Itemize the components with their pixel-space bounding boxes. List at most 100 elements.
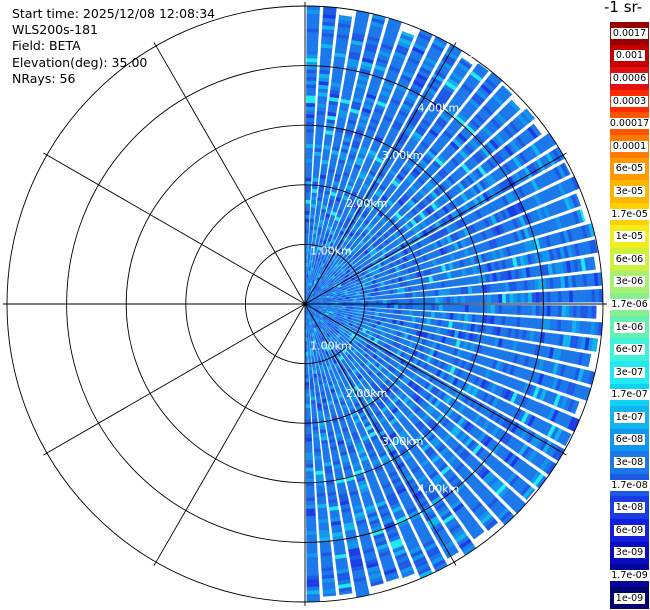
range-gate <box>382 295 387 300</box>
range-gate <box>487 294 492 304</box>
colorbar: 0.0017 0.001 0.0006 0.0003 0.00017 0.0001 6e-0… <box>607 22 650 610</box>
range-gate <box>587 305 592 319</box>
range-ring-label: 1.00km <box>310 340 352 353</box>
range-gate <box>311 196 317 201</box>
range-gate <box>306 13 320 18</box>
range-gate <box>305 463 314 469</box>
range-gate <box>453 287 458 295</box>
range-gate <box>345 306 350 309</box>
range-gate <box>449 312 454 320</box>
range-gate <box>309 233 313 238</box>
range-gate <box>546 291 551 303</box>
range-gate <box>342 304 347 307</box>
range-gate <box>461 304 466 313</box>
ray <box>304 288 604 305</box>
colorbar-level: 1.7e-06 <box>609 293 650 316</box>
range-gate <box>314 147 322 153</box>
range-gate <box>353 301 358 304</box>
range-gate <box>408 310 413 316</box>
range-gate <box>305 247 308 253</box>
range-gate <box>356 297 361 301</box>
range-gate <box>306 43 319 48</box>
ray <box>304 123 542 305</box>
range-gate <box>310 214 315 219</box>
colorbar-level-label: 0.00017 <box>607 118 650 130</box>
range-gate <box>306 553 318 558</box>
range-gate <box>394 299 399 304</box>
range-gate <box>456 287 462 295</box>
range-gate <box>306 54 318 59</box>
range-gate <box>505 293 511 303</box>
elevation-text: Elevation(deg): 35.00 <box>12 54 148 70</box>
ray <box>304 17 402 305</box>
colorbar-level-label: 1e-08 <box>613 502 646 514</box>
range-gate <box>393 288 398 294</box>
ray <box>304 223 596 305</box>
range-gate <box>305 203 311 208</box>
range-gate <box>592 239 598 254</box>
range-gate <box>438 296 443 304</box>
range-gate <box>305 199 311 204</box>
range-gate <box>408 292 413 298</box>
colorbar-level-label: 0.0006 <box>610 72 649 84</box>
colorbar-level: 0.00017 <box>607 112 650 135</box>
range-gate <box>390 309 395 314</box>
range-gate <box>583 289 589 303</box>
range-gate <box>375 300 380 304</box>
range-gate <box>576 290 581 303</box>
colorbar-level-label: 0.0017 <box>610 27 649 39</box>
range-gate <box>345 301 350 304</box>
range-gate <box>309 218 315 223</box>
range-gate <box>595 338 599 352</box>
range-ring-label: 4.00km <box>418 482 460 495</box>
range-gate <box>310 207 316 212</box>
ray <box>304 30 415 305</box>
range-gate <box>561 290 566 303</box>
range-gate <box>379 304 384 309</box>
range-gate <box>386 308 391 314</box>
range-gate <box>339 14 353 18</box>
range-gate <box>371 292 376 297</box>
range-gate <box>305 348 308 353</box>
range-gate <box>415 310 421 317</box>
range-gate <box>306 567 319 573</box>
colorbar-level: 1e-06 <box>610 315 649 339</box>
range-gate <box>306 579 320 584</box>
colorbar-level-label: 6e-09 <box>613 524 646 536</box>
range-gate <box>468 295 473 304</box>
range-gate <box>353 304 358 307</box>
range-gate <box>348 293 353 297</box>
range-gate <box>313 229 318 235</box>
range-gate <box>572 290 578 303</box>
ray <box>304 303 527 514</box>
range-gate <box>351 314 356 319</box>
range-gate <box>475 304 481 313</box>
colorbar-level-label: 3e-09 <box>613 547 646 559</box>
range-gate <box>306 72 317 78</box>
range-gate <box>308 266 312 272</box>
range-gate <box>438 312 443 319</box>
colorbar-level: 6e-08 <box>610 428 649 452</box>
ray <box>304 146 566 305</box>
colorbar-level: 0.0006 <box>610 67 649 90</box>
range-gate <box>348 309 354 312</box>
range-gate <box>305 486 315 491</box>
colorbar-level: 6e-05 <box>610 157 649 181</box>
range-gate <box>449 304 455 312</box>
range-gate <box>305 460 314 465</box>
range-gate <box>308 236 313 242</box>
range-gate <box>397 299 403 304</box>
range-gate <box>550 305 555 317</box>
range-gate <box>355 312 361 317</box>
range-gate <box>305 419 312 424</box>
colorbar-level-label: 0.0003 <box>610 95 649 107</box>
colorbar-unit-label: -1 sr- <box>604 0 643 16</box>
range-gate <box>312 233 317 238</box>
ray <box>304 85 513 305</box>
range-gate <box>306 17 320 22</box>
range-gate <box>401 298 406 304</box>
range-gate <box>389 289 394 295</box>
ray <box>304 36 448 305</box>
colorbar-level: 1e-08 <box>610 496 649 520</box>
range-gate <box>404 310 410 316</box>
